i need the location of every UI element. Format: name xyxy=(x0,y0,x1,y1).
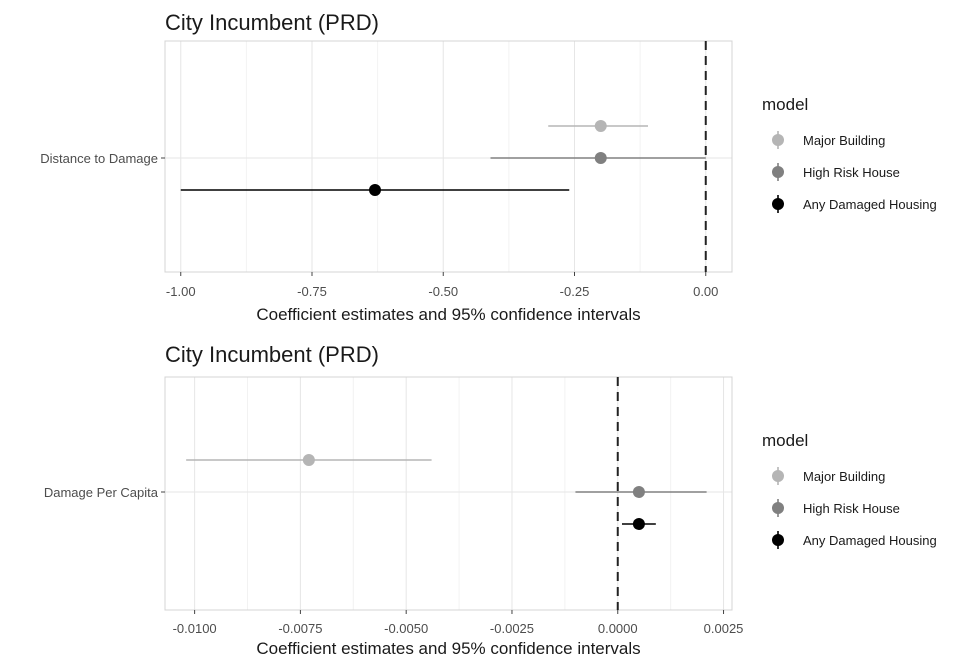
legend-label: Major Building xyxy=(803,133,885,148)
x-tick-label: -0.50 xyxy=(428,284,458,299)
legend-label: Any Damaged Housing xyxy=(803,197,937,212)
x-tick-label: -0.0050 xyxy=(384,621,428,636)
x-tick-label: -0.25 xyxy=(560,284,590,299)
legend-label: Major Building xyxy=(803,469,885,484)
legend-label: High Risk House xyxy=(803,165,900,180)
chart-title: City Incumbent (PRD) xyxy=(165,10,379,35)
x-tick-label: -0.75 xyxy=(297,284,327,299)
legend-label: Any Damaged Housing xyxy=(803,533,937,548)
legend-key-point xyxy=(772,134,784,146)
y-category-label: Distance to Damage xyxy=(40,151,158,166)
panel-border xyxy=(164,40,733,273)
panel-border xyxy=(164,376,733,611)
legend-title: model xyxy=(762,95,808,114)
x-tick-label: -1.00 xyxy=(166,284,196,299)
legend-key-point xyxy=(772,534,784,546)
legend: model Major Building High Risk House Any Da… xyxy=(762,95,937,213)
x-axis-label: Coefficient estimates and 95% confidence… xyxy=(256,639,640,657)
x-tick-label: -0.0100 xyxy=(173,621,217,636)
chart-panel-2: City Incumbent (PRD) -0.0100 -0.0075 -0.005… xyxy=(44,342,937,658)
x-tick-label: -0.0075 xyxy=(278,621,322,636)
legend-key-point xyxy=(772,198,784,210)
legend-title: model xyxy=(762,431,808,450)
x-tick-label: -0.0025 xyxy=(490,621,534,636)
x-tick-label: 0.0025 xyxy=(704,621,744,636)
chart-title: City Incumbent (PRD) xyxy=(165,342,379,367)
legend-key-point xyxy=(772,166,784,178)
legend-label: High Risk House xyxy=(803,501,900,516)
y-category-label: Damage Per Capita xyxy=(44,485,159,500)
point-estimate xyxy=(632,486,645,498)
point-estimate xyxy=(594,120,607,132)
point-estimate xyxy=(594,152,607,164)
x-axis-label: Coefficient estimates and 95% confidence… xyxy=(256,305,640,324)
chart-panel-1: City Incumbent (PRD) -1.00 -0.75 -0.50 -0.25… xyxy=(40,10,936,324)
x-tick-label: 0.0000 xyxy=(598,621,638,636)
point-estimate xyxy=(632,518,645,530)
x-tick-label: 0.00 xyxy=(693,284,718,299)
legend-key-point xyxy=(772,470,784,482)
legend-key-point xyxy=(772,502,784,514)
point-estimate xyxy=(369,184,381,196)
point-estimate xyxy=(302,454,315,466)
legend: model Major Building High Risk House Any Da… xyxy=(762,431,937,549)
